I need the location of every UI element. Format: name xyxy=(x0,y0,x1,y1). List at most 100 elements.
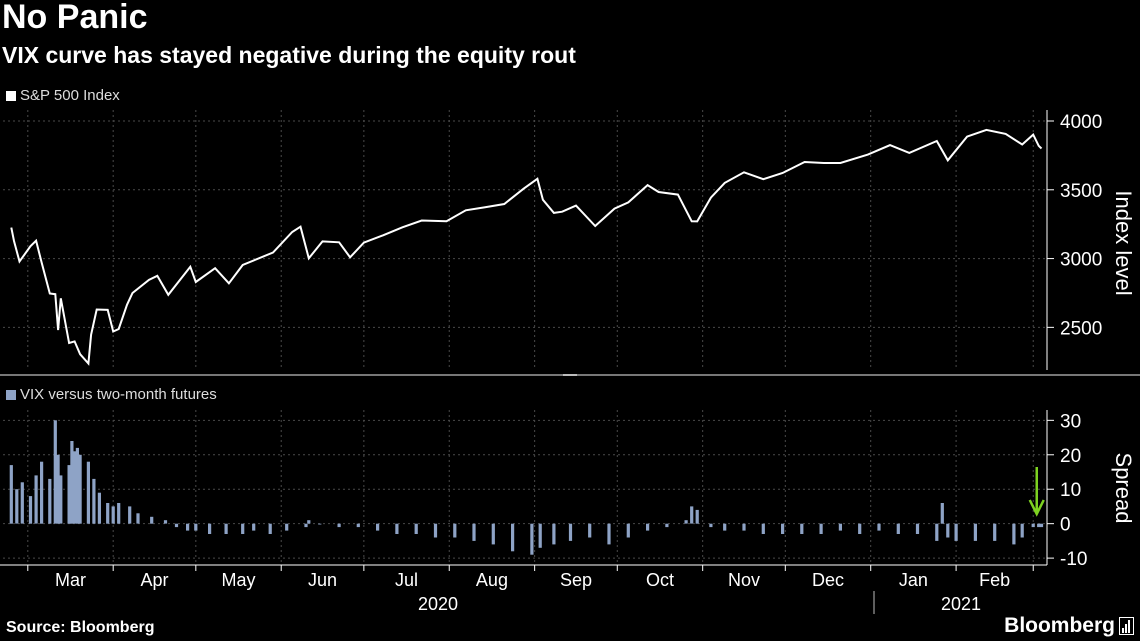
vix-bar xyxy=(946,523,950,538)
vix-bar xyxy=(20,482,24,524)
vix-bar xyxy=(241,523,245,534)
vix-bar xyxy=(690,506,694,524)
vix-bar xyxy=(414,523,418,534)
vix-bar xyxy=(1012,523,1016,545)
vix-bar xyxy=(1039,523,1044,528)
vix-bar xyxy=(208,523,212,534)
vix-bar xyxy=(993,523,997,541)
vix-bar xyxy=(15,489,19,524)
vix-bar xyxy=(935,523,939,541)
vix-bar xyxy=(174,523,179,528)
vix-bar xyxy=(684,520,688,524)
vix-bar xyxy=(819,523,823,534)
vix-bar xyxy=(530,523,534,555)
month-label-jun: Jun xyxy=(308,570,337,590)
vix-bar xyxy=(940,503,944,524)
vix-bar xyxy=(163,520,168,524)
vix-bar xyxy=(646,523,650,531)
vix-bar xyxy=(588,523,592,538)
vix-bar xyxy=(128,506,132,524)
year-label-2021: 2021 xyxy=(941,594,981,614)
vix-bar xyxy=(40,461,44,524)
vix-bar xyxy=(781,523,785,534)
vix-bar xyxy=(395,523,399,534)
vix-bar xyxy=(453,523,457,538)
month-label-mar: Mar xyxy=(55,570,86,590)
vix-bar xyxy=(67,465,71,524)
vix-bar xyxy=(34,475,38,524)
vix-bar xyxy=(318,523,322,525)
vix-bar xyxy=(117,503,121,524)
ytick-label-top-4000: 4000 xyxy=(1060,112,1102,133)
vix-bar xyxy=(552,523,556,545)
vix-bar xyxy=(1031,523,1035,528)
vix-bar xyxy=(973,523,977,541)
month-label-jan: Jan xyxy=(899,570,928,590)
bloomberg-logo: Bloomberg xyxy=(1004,614,1134,638)
vix-bar xyxy=(285,523,289,531)
vix-bar xyxy=(838,523,842,531)
vix-bar xyxy=(376,523,380,531)
vix-bar xyxy=(858,523,862,534)
vix-bar xyxy=(800,523,804,534)
vix-bar xyxy=(304,523,308,528)
chart-title: No Panic xyxy=(2,0,148,36)
vix-bar xyxy=(472,523,476,541)
year-label-2020: 2020 xyxy=(418,594,458,614)
ytick-label-bottom--10: -10 xyxy=(1060,549,1087,570)
vix-bar xyxy=(568,523,573,541)
month-label-may: May xyxy=(222,570,256,590)
vix-bar xyxy=(224,523,228,534)
month-label-apr: Apr xyxy=(140,570,168,590)
legend-label-sp500: S&P 500 Index xyxy=(20,87,120,104)
vix-bar xyxy=(954,523,958,541)
vix-bar xyxy=(896,523,900,534)
vix-bar xyxy=(709,523,713,528)
vix-bar xyxy=(56,454,60,524)
vix-bar xyxy=(491,523,495,545)
vix-bar xyxy=(877,523,881,531)
month-label-feb: Feb xyxy=(979,570,1010,590)
vix-bar xyxy=(9,465,13,524)
legend-swatch-white xyxy=(6,90,16,101)
vix-bar xyxy=(53,420,57,524)
vix-bar xyxy=(538,523,542,548)
ytick-label-top-3500: 3500 xyxy=(1060,181,1102,202)
vix-bar xyxy=(307,520,311,524)
vix-bar xyxy=(607,523,611,545)
vix-bar xyxy=(150,516,154,524)
source-note: Source: Bloomberg xyxy=(6,619,155,636)
vix-bar xyxy=(742,523,746,531)
y-axis-label-top: Index level xyxy=(1111,190,1136,295)
vix-bar xyxy=(356,523,360,528)
ytick-label-bottom-10: 10 xyxy=(1060,480,1081,501)
month-label-dec: Dec xyxy=(812,570,844,590)
legend-vix: VIX versus two-month futures xyxy=(6,386,217,403)
vix-bar xyxy=(695,509,699,524)
legend-label-vix: VIX versus two-month futures xyxy=(20,386,217,403)
chart-subtitle: VIX curve has stayed negative during the… xyxy=(2,42,576,68)
vix-bar xyxy=(70,441,74,524)
vix-bar xyxy=(915,523,920,534)
vix-bar xyxy=(252,523,256,531)
ytick-label-bottom-20: 20 xyxy=(1060,446,1081,467)
legend-sp500: S&P 500 Index xyxy=(6,87,120,104)
y-axis-label-bottom: Spread xyxy=(1111,453,1136,524)
month-label-jul: Jul xyxy=(395,570,418,590)
vix-bar xyxy=(59,475,63,524)
vix-bar xyxy=(48,478,52,524)
brand-text: Bloomberg xyxy=(1004,614,1115,637)
vix-bar xyxy=(28,496,33,524)
vix-bar xyxy=(106,503,110,524)
vix-bar xyxy=(433,523,438,538)
vix-bar xyxy=(97,492,101,524)
vix-bar xyxy=(1020,523,1024,538)
vix-bar xyxy=(268,523,272,534)
vix-bar xyxy=(78,454,82,524)
vix-bar xyxy=(86,461,90,524)
vix-bar xyxy=(1037,523,1041,528)
ytick-label-top-2500: 2500 xyxy=(1060,318,1102,339)
vix-bar xyxy=(111,506,115,524)
vix-bar xyxy=(337,523,341,528)
